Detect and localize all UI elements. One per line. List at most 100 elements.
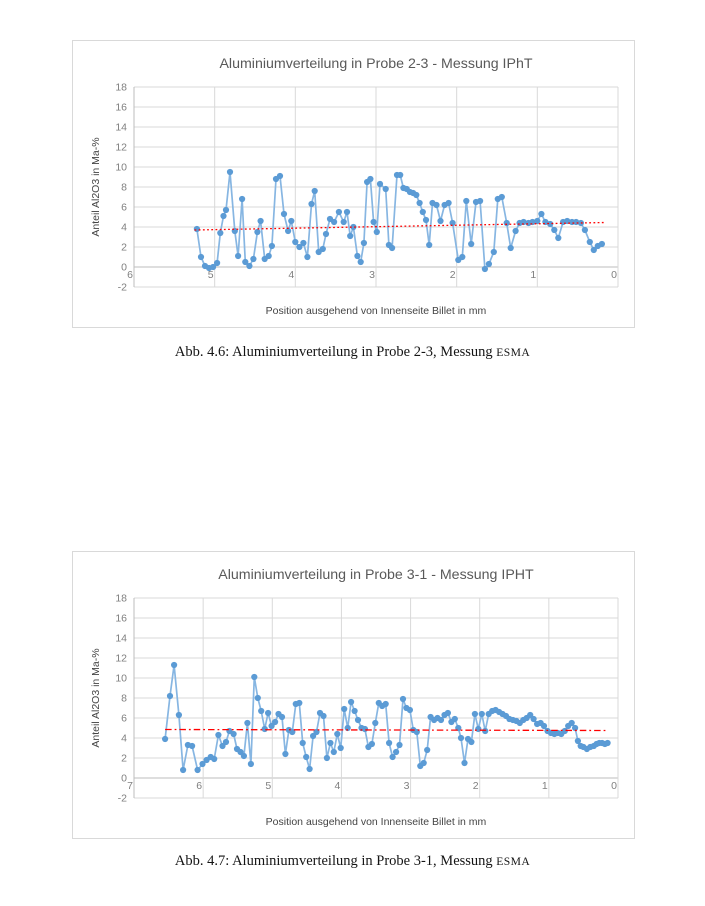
data-point	[389, 244, 396, 252]
data-point	[211, 755, 218, 763]
data-point	[189, 742, 196, 750]
trendline	[165, 728, 608, 732]
data-point	[199, 760, 206, 768]
x-tick-label: 5	[208, 269, 214, 281]
data-point	[485, 260, 492, 268]
data-point	[399, 695, 407, 703]
data-point	[437, 217, 444, 225]
data-point	[327, 739, 334, 747]
data-point	[547, 220, 554, 228]
data-point	[457, 734, 465, 742]
data-point	[244, 719, 251, 727]
data-point	[471, 710, 478, 718]
y-tick-label: 6	[121, 202, 127, 214]
data-point	[299, 739, 306, 747]
data-point	[230, 730, 237, 738]
data-point	[194, 766, 201, 774]
data-point	[292, 238, 299, 246]
data-point	[347, 232, 354, 240]
caption-smallcaps: ESMA	[496, 346, 531, 359]
data-point	[215, 731, 222, 739]
trendline	[194, 221, 606, 231]
data-point	[481, 265, 488, 273]
y-axis-title: Anteil Al2O3 in Ma-%	[90, 137, 102, 236]
data-point	[251, 673, 258, 681]
data-point	[451, 715, 458, 723]
data-point	[254, 694, 261, 702]
data-point	[304, 253, 311, 261]
data-point	[278, 713, 286, 721]
data-point	[210, 263, 217, 271]
data-point	[180, 766, 187, 774]
data-point	[413, 191, 420, 199]
data-point	[330, 748, 337, 756]
data-point	[382, 700, 389, 708]
data-point	[354, 252, 361, 260]
data-point	[337, 744, 344, 752]
y-tick-label: 10	[115, 162, 127, 174]
data-point	[289, 728, 296, 736]
data-point	[288, 217, 295, 225]
data-point	[306, 765, 313, 773]
x-tick-label: 3	[369, 269, 375, 281]
data-point	[282, 750, 289, 758]
data-point	[382, 185, 389, 193]
data-point	[367, 175, 374, 183]
data-point	[361, 725, 368, 733]
y-tick-label: 16	[115, 102, 127, 114]
data-point	[308, 200, 315, 208]
y-tick-label: 18	[115, 82, 127, 94]
y-tick-label: 14	[115, 633, 127, 645]
data-point	[280, 210, 288, 218]
caption-text: Abb. 4.6: Aluminiumverteilung in Probe 2…	[174, 344, 497, 360]
data-point	[268, 242, 275, 250]
data-point	[426, 241, 433, 249]
data-point	[503, 219, 510, 227]
data-point	[574, 737, 581, 745]
x-tick-label: 5	[265, 780, 271, 792]
data-point	[258, 707, 265, 715]
data-point	[538, 210, 545, 218]
data-point	[370, 218, 377, 226]
data-point	[586, 238, 593, 246]
data-point	[468, 738, 475, 746]
data-point	[568, 719, 575, 727]
data-point	[581, 226, 588, 234]
data-point	[247, 760, 254, 768]
data-point	[214, 259, 221, 267]
x-tick-label: 1	[542, 780, 548, 792]
data-point	[530, 715, 537, 723]
data-point	[459, 253, 466, 261]
y-tick-label: 0	[121, 773, 127, 785]
data-point	[254, 228, 261, 236]
y-tick-label: 4	[121, 733, 127, 745]
data-point	[590, 246, 597, 254]
y-axis-title: Anteil Al2O3 in Ma-%	[90, 648, 102, 747]
data-point	[424, 746, 431, 754]
data-point	[296, 699, 303, 707]
y-tick-label: 10	[115, 673, 127, 685]
data-point	[250, 255, 257, 263]
x-tick-label: 2	[450, 269, 456, 281]
data-point	[300, 239, 307, 247]
chart-frame-probe-3-1: -2 0 2 4 6 8 10 12 14 16 18 7 6 5 4 3 2 1 0 Aluminiumvertei…	[72, 551, 635, 839]
caption-text: Abb. 4.7: Aluminiumverteilung in Probe 3…	[174, 853, 497, 869]
data-point	[598, 240, 606, 248]
data-point	[285, 227, 292, 235]
data-point	[478, 710, 485, 718]
data-point	[386, 739, 393, 747]
data-point	[175, 711, 182, 719]
data-point	[303, 753, 310, 761]
x-tick-label: 4	[288, 269, 294, 281]
data-point	[433, 201, 440, 209]
x-tick-label: 4	[335, 780, 341, 792]
y-tick-label: 12	[115, 653, 127, 665]
data-point	[343, 208, 351, 216]
data-point	[419, 208, 426, 216]
data-point	[239, 195, 246, 203]
data-point	[166, 692, 174, 700]
data-point	[220, 212, 227, 220]
